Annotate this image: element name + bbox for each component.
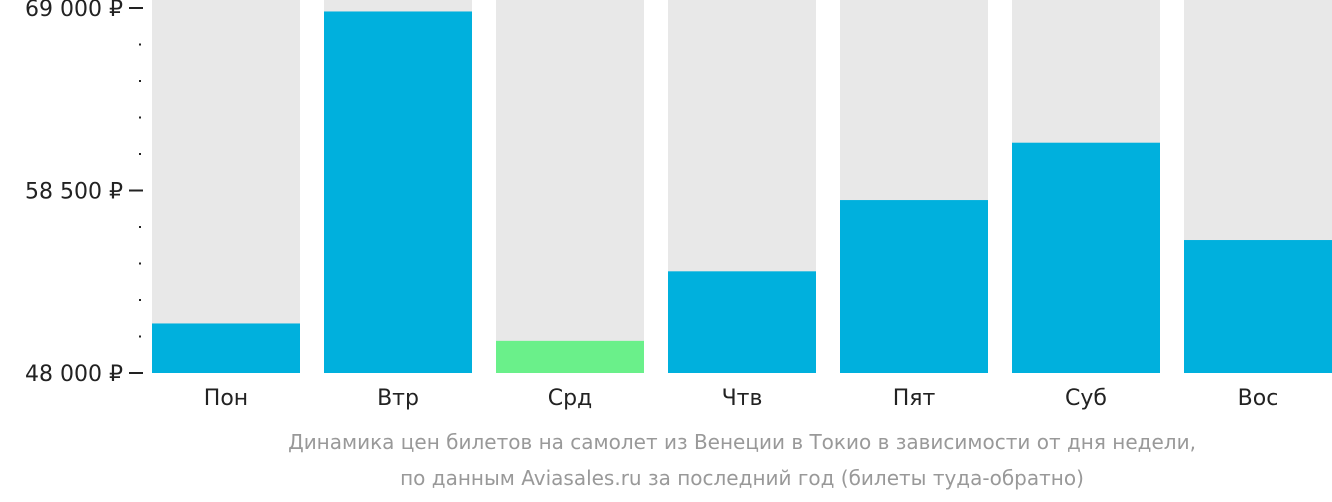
price-bars (152, 11, 1332, 373)
x-tick-label-1: Пон (204, 386, 248, 411)
bar-3[interactable] (496, 340, 644, 373)
background-column-1 (152, 0, 300, 373)
chart-caption-line-2: по данным Aviasales.ru за последний год … (400, 466, 1084, 490)
x-tick-label-7: Вос (1238, 386, 1279, 411)
bar-4[interactable] (668, 271, 816, 373)
bar-6[interactable] (1012, 142, 1160, 373)
price-by-weekday-chart: 48 000 ₽ 58 500 ₽ 69 000 ₽ Пон Втр Срд Чтв Пят… (25, 0, 1332, 411)
y-tick-label-2: 58 500 ₽ (25, 180, 123, 205)
x-tick-label-5: Пят (893, 386, 936, 411)
x-tick-label-3: Срд (548, 386, 593, 411)
bar-5[interactable] (840, 200, 988, 373)
chart-caption-line-1: Динамика цен билетов на самолет из Венец… (288, 430, 1196, 454)
background-column-3 (496, 0, 644, 373)
bar-7[interactable] (1184, 240, 1332, 373)
y-axis: 48 000 ₽ 58 500 ₽ 69 000 ₽ (25, 0, 143, 387)
x-axis: Пон Втр Срд Чтв Пят Суб Вос (204, 386, 1279, 411)
bar-2[interactable] (324, 11, 472, 373)
x-tick-label-4: Чтв (722, 386, 763, 411)
bar-1[interactable] (152, 323, 300, 373)
x-tick-label-2: Втр (377, 386, 419, 411)
y-tick-label-3: 69 000 ₽ (25, 0, 123, 22)
x-tick-label-6: Суб (1065, 386, 1107, 411)
y-tick-label-1: 48 000 ₽ (25, 362, 123, 387)
